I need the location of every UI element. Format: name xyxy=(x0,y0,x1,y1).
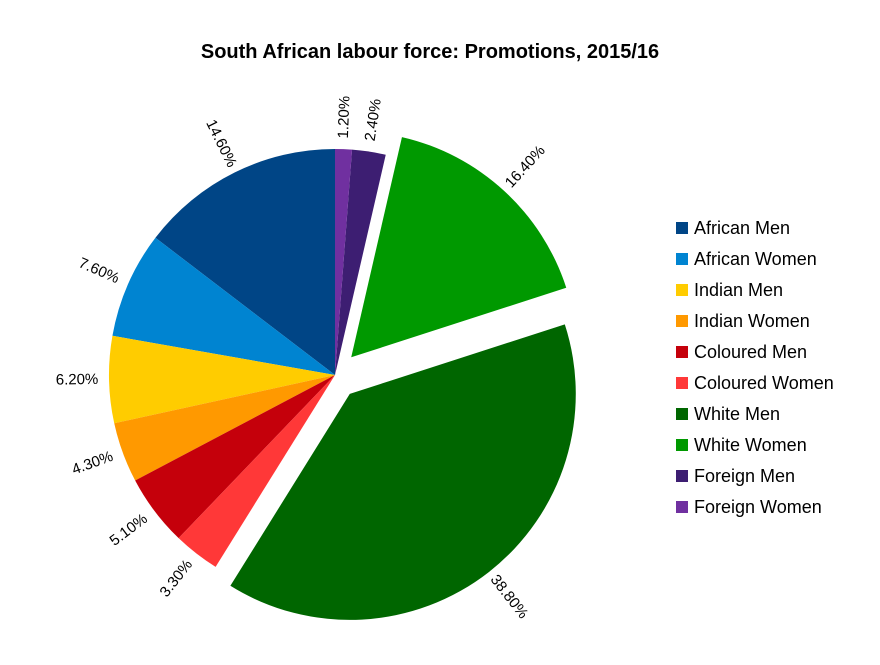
legend-label-coloured-men: Coloured Men xyxy=(694,342,807,362)
legend-label-white-men: White Men xyxy=(694,404,780,424)
pie-slices xyxy=(108,137,576,620)
data-label-african-men: 14.60% xyxy=(202,117,240,170)
legend-label-foreign-women: Foreign Women xyxy=(694,497,822,517)
data-label-white-women: 16.40% xyxy=(502,142,549,191)
legend-swatch-foreign-women xyxy=(676,501,688,513)
data-label-african-women: 7.60% xyxy=(76,255,122,288)
data-label-indian-women: 4.30% xyxy=(70,448,116,479)
legend-swatch-coloured-women xyxy=(676,377,688,389)
legend-label-african-women: African Women xyxy=(694,249,817,269)
data-label-coloured-women: 3.30% xyxy=(157,556,197,600)
data-label-foreign-women: 1.20% xyxy=(335,96,354,139)
legend-label-coloured-women: Coloured Women xyxy=(694,373,834,393)
legend-swatch-indian-men xyxy=(676,284,688,296)
legend-label-indian-women: Indian Women xyxy=(694,311,810,331)
data-label-white-men: 38.80% xyxy=(487,572,532,623)
pie-slice-african-men xyxy=(155,149,335,375)
legend-label-indian-men: Indian Men xyxy=(694,280,783,300)
legend-label-african-men: African Men xyxy=(694,218,790,238)
data-label-coloured-men: 5.10% xyxy=(107,510,151,549)
pie-slice-foreign-men xyxy=(335,149,386,375)
legend-swatch-white-women xyxy=(676,439,688,451)
chart-title: South African labour force: Promotions, … xyxy=(201,41,659,63)
pie-slice-african-women xyxy=(112,237,336,375)
legend-label-foreign-men: Foreign Men xyxy=(694,466,795,486)
pie-slice-indian-women xyxy=(114,375,335,481)
legend-swatch-coloured-men xyxy=(676,346,688,358)
pie-slice-foreign-women xyxy=(335,149,353,375)
pie-slice-white-men xyxy=(230,324,576,620)
legend-label-white-women: White Women xyxy=(694,435,807,455)
data-label-indian-men: 6.20% xyxy=(56,371,99,389)
legend-swatch-african-men xyxy=(676,222,688,234)
legend-swatch-white-men xyxy=(676,408,688,420)
legend-swatch-foreign-men xyxy=(676,470,688,482)
pie-slice-white-women xyxy=(351,137,567,358)
pie-slice-indian-men xyxy=(108,335,335,424)
legend: African Men African Women Indian Men Indian… xyxy=(676,218,834,517)
data-label-foreign-men: 2.40% xyxy=(362,98,385,143)
pie-slice-coloured-women xyxy=(178,375,335,567)
pie-slice-coloured-men xyxy=(135,375,335,539)
legend-swatch-african-women xyxy=(676,253,688,265)
legend-swatch-indian-women xyxy=(676,315,688,327)
